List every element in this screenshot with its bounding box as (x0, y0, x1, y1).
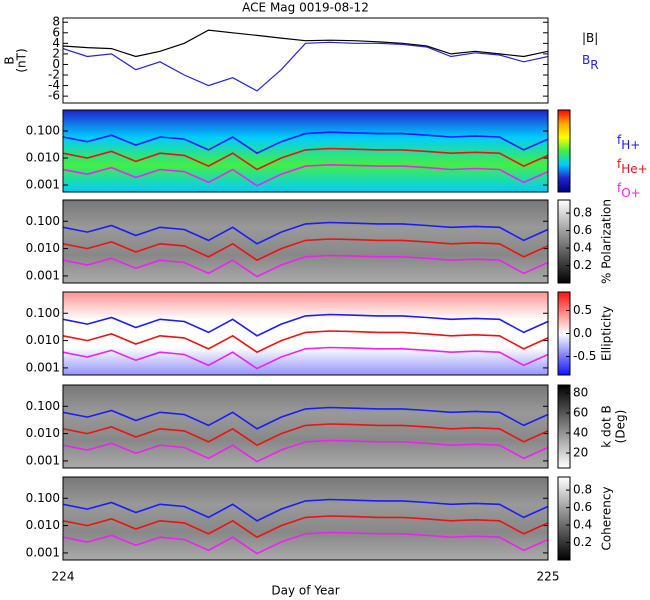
legend-entry: fHe+ (617, 157, 648, 176)
colorbar-tick-label: 0.5 (573, 303, 592, 317)
axes-frame (62, 17, 549, 104)
y-tick-label: -6 (48, 89, 60, 103)
legend-subscript: He+ (621, 162, 647, 176)
y-tick-label: 8 (52, 15, 60, 29)
colorbar (557, 384, 571, 469)
legend-name: |B| (582, 31, 598, 45)
spectrogram-background (63, 200, 548, 283)
y-tick-label: 6 (52, 25, 60, 39)
y-tick-label: 0.100 (26, 399, 60, 413)
colorbar-tick-label: 0.6 (573, 500, 592, 514)
series-line (63, 163, 548, 187)
series-line (63, 254, 548, 278)
colorbar-tick-label: 0.8 (573, 483, 592, 497)
series-line (63, 313, 548, 337)
colorbar-label: (Deg) (614, 410, 628, 444)
legend-subscript: H+ (621, 138, 640, 152)
y-tick-label: 4 (52, 36, 60, 50)
y-tick-label: 0.010 (26, 518, 60, 532)
colorbar-tick-label: 0.4 (573, 241, 592, 255)
series-line (63, 221, 548, 245)
y-tick-label: 0.001 (26, 360, 60, 374)
y-tick-label: -2 (48, 68, 60, 82)
series-line (63, 406, 548, 430)
y-tick-label: 0.001 (26, 545, 60, 559)
colorbar (557, 199, 571, 284)
series-line (63, 147, 548, 171)
y-tick-label: 0.001 (26, 268, 60, 282)
series-line (63, 531, 548, 555)
axes-frame (62, 476, 549, 561)
y-tick-label: 0 (52, 57, 60, 71)
spectrogram-background (63, 385, 548, 468)
legend-entry: |B| (582, 31, 598, 45)
colorbar-tick-label: 60 (573, 406, 588, 420)
legend-entry: BR (582, 53, 599, 72)
legend-entry: fO+ (617, 181, 641, 200)
axes-frame (62, 109, 549, 193)
y-tick-label: 0.010 (26, 333, 60, 347)
colorbar-tick-label: -0.5 (573, 349, 596, 363)
series-line (63, 439, 548, 463)
axes-frame (62, 384, 549, 469)
spectrogram-background (63, 477, 548, 560)
colorbar-tick-label: 0.8 (573, 206, 592, 220)
legend-name: f (617, 181, 622, 195)
colorbar (557, 109, 571, 193)
x-axis-label: Day of Year (271, 584, 339, 598)
colorbar-label: Ellipticity (600, 306, 614, 361)
series-line (63, 498, 548, 522)
series-line (63, 330, 548, 354)
legend-subscript: R (590, 58, 598, 72)
x-tick-label: 225 (537, 570, 560, 584)
y-tick-label: 0.010 (26, 241, 60, 255)
colorbar-tick-label: 0.4 (573, 518, 592, 532)
y-tick-label: 0.100 (26, 491, 60, 505)
colorbar-tick-label: 20 (573, 446, 588, 460)
colorbar-label: Coherency (600, 486, 614, 550)
colorbar-tick-label: 80 (573, 386, 588, 400)
series-line (63, 515, 548, 539)
colorbar-label: k dot B (600, 405, 614, 447)
series-line (63, 29, 548, 58)
legend-name: f (617, 133, 622, 147)
y-tick-label: 0.010 (26, 426, 60, 440)
colorbar-tick-label: 0.2 (573, 535, 592, 549)
spectrogram-background (63, 292, 548, 375)
colorbar-tick-label: 40 (573, 426, 588, 440)
axes-frame (62, 199, 549, 284)
legend-name: f (617, 157, 622, 171)
x-tick-label: 224 (52, 570, 75, 584)
colorbar (557, 476, 571, 561)
y-axis-label: B (3, 56, 17, 64)
colorbar-tick-label: 0.0 (573, 326, 592, 340)
series-line (63, 41, 548, 92)
y-tick-label: 0.010 (26, 150, 60, 164)
legend-entry: fH+ (617, 133, 640, 152)
series-line (63, 346, 548, 370)
y-tick-label: 2 (52, 46, 60, 60)
colorbar-label: % Polarization (600, 199, 614, 284)
series-line (63, 238, 548, 262)
y-tick-label: 0.100 (26, 306, 60, 320)
series-line (63, 423, 548, 447)
y-axis-label: (nT) (15, 48, 29, 72)
spectrogram-background (63, 110, 548, 192)
colorbar-tick-label: 0.6 (573, 223, 592, 237)
y-tick-label: 0.100 (26, 214, 60, 228)
series-line (63, 131, 548, 155)
y-tick-label: 0.001 (26, 177, 60, 191)
y-tick-label: 0.001 (26, 453, 60, 467)
legend-name: B (582, 53, 590, 67)
y-tick-label: 0.100 (26, 124, 60, 138)
chart-title: ACE Mag 0019-08-12 (242, 1, 369, 15)
y-tick-label: -4 (48, 78, 60, 92)
axes-frame (62, 291, 549, 376)
colorbar-tick-label: 0.2 (573, 258, 592, 272)
legend-subscript: O+ (621, 186, 641, 200)
